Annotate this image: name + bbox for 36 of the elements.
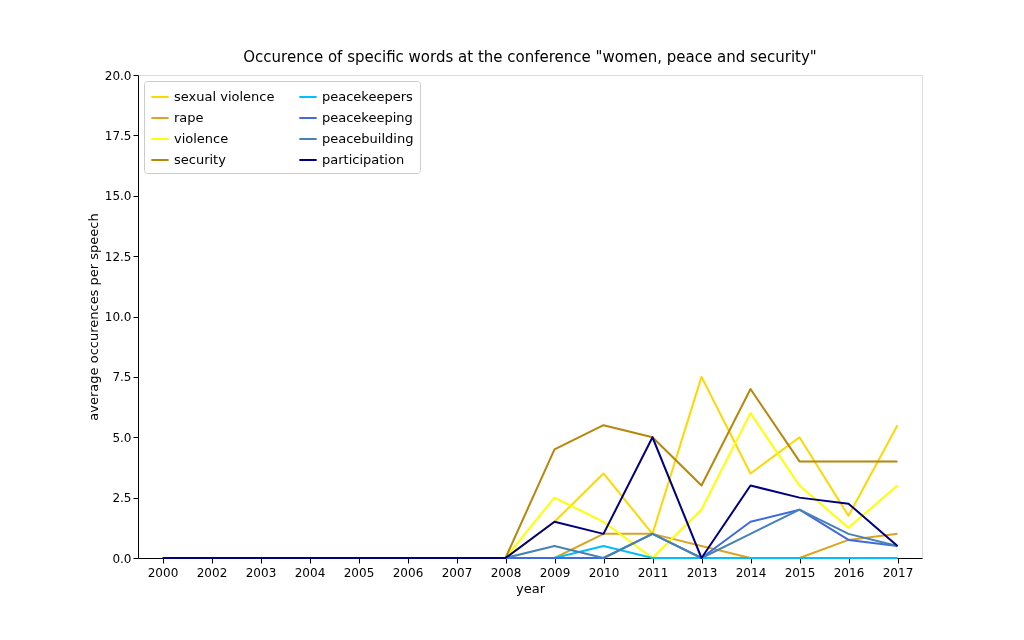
x-tick-label: 2005 (343, 565, 375, 580)
y-tick-label: 2.5 (112, 491, 132, 506)
x-tick-label: 2016 (833, 565, 865, 580)
y-tick-label: 20.0 (104, 68, 132, 83)
x-tick-label: 2000 (147, 565, 179, 580)
x-tick-label: 2011 (637, 565, 669, 580)
x-tick-label: 2002 (196, 565, 228, 580)
x-tick-label: 2014 (735, 565, 767, 580)
legend-label: peacekeeping (322, 110, 413, 125)
legend-label: peacebuilding (322, 131, 414, 146)
x-tick-label: 2010 (588, 565, 620, 580)
chart-title: Occurence of specific words at the conference "women, peace and security" (243, 48, 817, 66)
y-axis-title: average occurences per speech (85, 213, 101, 421)
legend-label: security (174, 152, 227, 167)
y-tick-label: 17.5 (104, 128, 132, 143)
x-tick-label: 2008 (490, 565, 522, 580)
legend-label: sexual violence (174, 89, 275, 104)
x-tick-label: 2017 (882, 565, 914, 580)
y-tick-label: 15.0 (104, 189, 132, 204)
y-tick-label: 7.5 (112, 370, 132, 385)
x-axis-title: year (515, 580, 546, 596)
y-tick-label: 12.5 (104, 249, 132, 264)
legend-label: violence (174, 131, 229, 146)
legend-label: rape (174, 110, 204, 125)
y-tick-label: 5.0 (112, 430, 132, 445)
x-tick-label: 2009 (539, 565, 571, 580)
x-tick-label: 2007 (441, 565, 473, 580)
y-tick-label: 10.0 (104, 310, 132, 324)
x-tick-label: 2006 (392, 565, 424, 580)
legend-label: participation (322, 152, 405, 167)
y-tick-label: 0.0 (112, 551, 132, 566)
x-tick-label: 2003 (245, 565, 277, 580)
x-tick-label: 2004 (294, 565, 326, 580)
legend-label: peacekeepers (322, 89, 414, 104)
x-tick-label: 2015 (784, 565, 816, 580)
x-tick-label: 2013 (686, 565, 718, 580)
